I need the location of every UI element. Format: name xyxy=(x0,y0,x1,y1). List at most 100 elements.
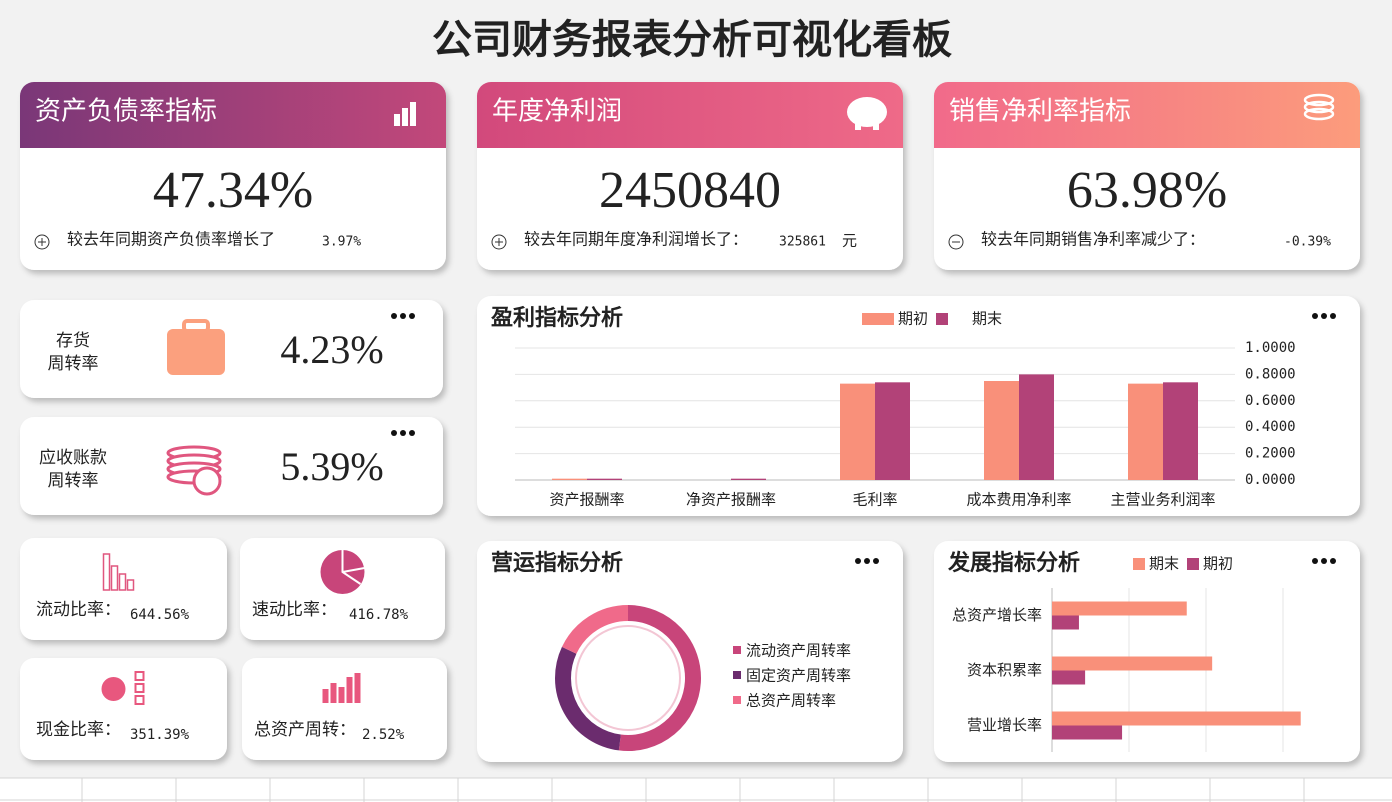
bar xyxy=(1019,374,1054,480)
doughnut-segment xyxy=(555,646,622,751)
card-icon xyxy=(330,683,337,703)
header-icon xyxy=(402,108,408,126)
card-label: 应收账款 xyxy=(39,448,107,468)
card-title: 年度净利润 xyxy=(492,97,622,127)
y-tick-label: 0.6000 xyxy=(1245,393,1296,409)
card-icon xyxy=(102,553,111,591)
card-icon xyxy=(101,677,126,701)
card xyxy=(20,300,443,398)
bar xyxy=(1052,670,1086,685)
bar xyxy=(984,381,1019,480)
more-icon xyxy=(1312,558,1318,564)
more-icon xyxy=(1312,313,1318,319)
header-icon xyxy=(847,97,887,127)
more-icon xyxy=(409,313,415,319)
card-header xyxy=(20,82,446,148)
card xyxy=(20,417,443,515)
chart-title: 盈利指标分析 xyxy=(490,305,623,331)
header-icon xyxy=(394,114,400,126)
more-icon xyxy=(1321,558,1327,564)
card xyxy=(20,538,227,640)
more-icon xyxy=(1330,313,1336,319)
header-icon xyxy=(410,102,416,126)
x-tick-label: 毛利率 xyxy=(852,491,897,509)
kpi-value: 2450840 xyxy=(599,162,781,219)
bar xyxy=(1052,711,1301,726)
ratio-label: 速动比率： xyxy=(252,600,337,620)
y-tick-label: 1.0000 xyxy=(1245,340,1296,356)
y-tick-label: 营业增长率 xyxy=(967,716,1042,734)
bar xyxy=(552,478,587,480)
card-icon xyxy=(322,689,329,703)
more-icon xyxy=(400,313,406,319)
card-icon xyxy=(346,677,353,703)
card-icon xyxy=(354,673,361,703)
more-icon xyxy=(864,558,870,564)
x-tick-label: 成本费用净利率 xyxy=(966,491,1071,509)
kpi-value: 47.34% xyxy=(153,162,313,219)
kpi-note: 较去年同期资产负债率增长了 xyxy=(67,230,275,249)
card-icon xyxy=(134,695,145,705)
doughnut-segment xyxy=(618,605,701,751)
card-icon xyxy=(338,687,345,703)
change-icon xyxy=(491,234,507,250)
x-tick-label: 资产报酬率 xyxy=(549,491,624,509)
chart-title: 营运指标分析 xyxy=(491,550,623,576)
card-icon xyxy=(110,565,119,591)
doughnut-inner xyxy=(575,625,681,731)
y-tick-label: 0.2000 xyxy=(1245,446,1296,462)
card-icon xyxy=(192,466,222,496)
x-tick-label: 主营业务利润率 xyxy=(1110,491,1215,509)
card-icon xyxy=(134,683,145,693)
more-icon xyxy=(1321,313,1327,319)
legend-swatch xyxy=(733,671,741,679)
ratio-label: 总资产周转： xyxy=(254,720,356,740)
header-icon xyxy=(1303,100,1335,114)
ratio-value: 351.39% xyxy=(130,727,190,743)
card-icon xyxy=(341,550,365,585)
header-icon xyxy=(855,122,861,130)
more-icon xyxy=(409,430,415,436)
bar xyxy=(1052,615,1079,630)
y-tick-label: 0.8000 xyxy=(1245,366,1296,382)
ratio-label: 流动比率： xyxy=(36,600,121,620)
more-icon xyxy=(391,313,397,319)
change-icon xyxy=(948,234,964,250)
legend-label: 期末 xyxy=(972,310,1002,328)
more-icon xyxy=(873,558,879,564)
legend-swatch xyxy=(862,313,894,325)
card-title: 资产负债率指标 xyxy=(35,97,217,127)
legend-swatch xyxy=(733,696,741,704)
card-value: 4.23% xyxy=(280,327,383,372)
card-label: 存货 xyxy=(56,331,90,351)
header-icon xyxy=(1303,107,1335,121)
ratio-value: 644.56% xyxy=(130,607,190,623)
card-icon xyxy=(167,329,225,375)
more-icon xyxy=(400,430,406,436)
page-title: 公司财务报表分析可视化看板 xyxy=(432,17,952,62)
bar xyxy=(875,382,910,480)
legend-label: 期初 xyxy=(1203,555,1233,573)
y-tick-label: 总资产增长率 xyxy=(952,606,1042,624)
legend-label: 总资产周转率 xyxy=(746,692,836,710)
kpi-note: 较去年同期销售净利率减少了： xyxy=(981,230,1205,249)
y-tick-label: 0.4000 xyxy=(1245,419,1296,435)
more-icon xyxy=(855,558,861,564)
x-tick-label: 净资产报酬率 xyxy=(686,491,776,509)
kpi-note: 较去年同期年度净利润增长了： xyxy=(524,230,748,249)
more-icon xyxy=(1330,558,1336,564)
card xyxy=(934,541,1360,762)
chart-title: 发展指标分析 xyxy=(947,550,1080,576)
more-icon xyxy=(391,430,397,436)
card-icon xyxy=(134,671,145,681)
card-header xyxy=(477,82,903,148)
legend-label: 流动资产周转率 xyxy=(746,642,851,660)
kpi-change: -0.39% xyxy=(1284,235,1331,250)
bar xyxy=(1163,382,1198,480)
bar xyxy=(731,478,766,480)
legend-label: 固定资产周转率 xyxy=(746,667,851,685)
kpi-unit: 元 xyxy=(842,232,857,250)
bar xyxy=(587,478,622,480)
